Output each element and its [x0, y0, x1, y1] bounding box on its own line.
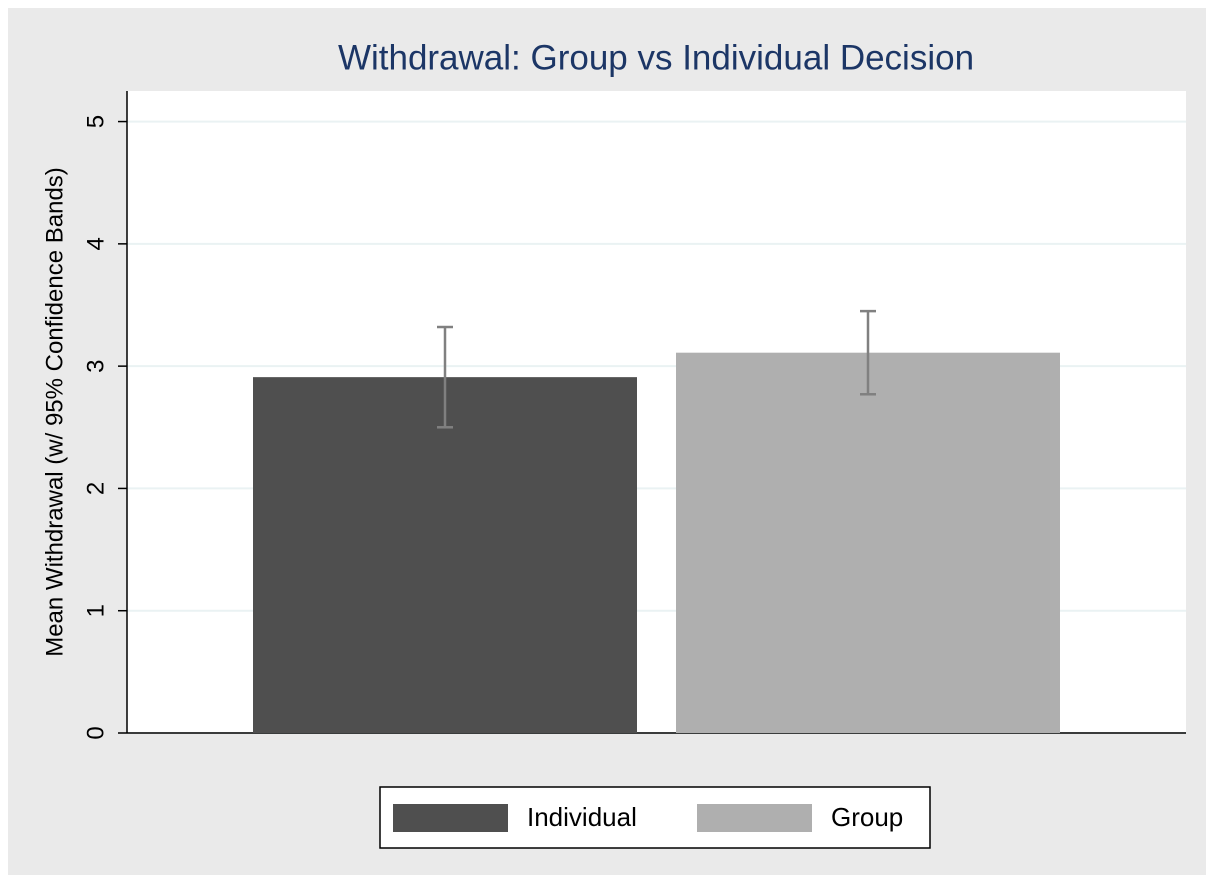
y-axis-title: Mean Withdrawal (w/ 95% Confidence Bands…	[41, 167, 68, 657]
legend-label: Group	[831, 802, 903, 832]
y-tick-label: 0	[82, 726, 109, 739]
bar	[253, 377, 637, 733]
y-tick-label: 5	[82, 115, 109, 128]
y-tick-label: 2	[82, 482, 109, 495]
error-bar	[860, 309, 876, 396]
chart-title: Withdrawal: Group vs Individual Decision	[338, 38, 974, 77]
legend-swatch	[393, 804, 508, 832]
y-tick-label: 4	[82, 237, 109, 250]
y-tick-label: 3	[82, 359, 109, 372]
legend-label: Individual	[527, 802, 637, 832]
bar	[676, 352, 1060, 733]
legend-swatch	[697, 804, 812, 832]
y-tick-label: 1	[82, 604, 109, 617]
error-bar	[437, 325, 453, 429]
